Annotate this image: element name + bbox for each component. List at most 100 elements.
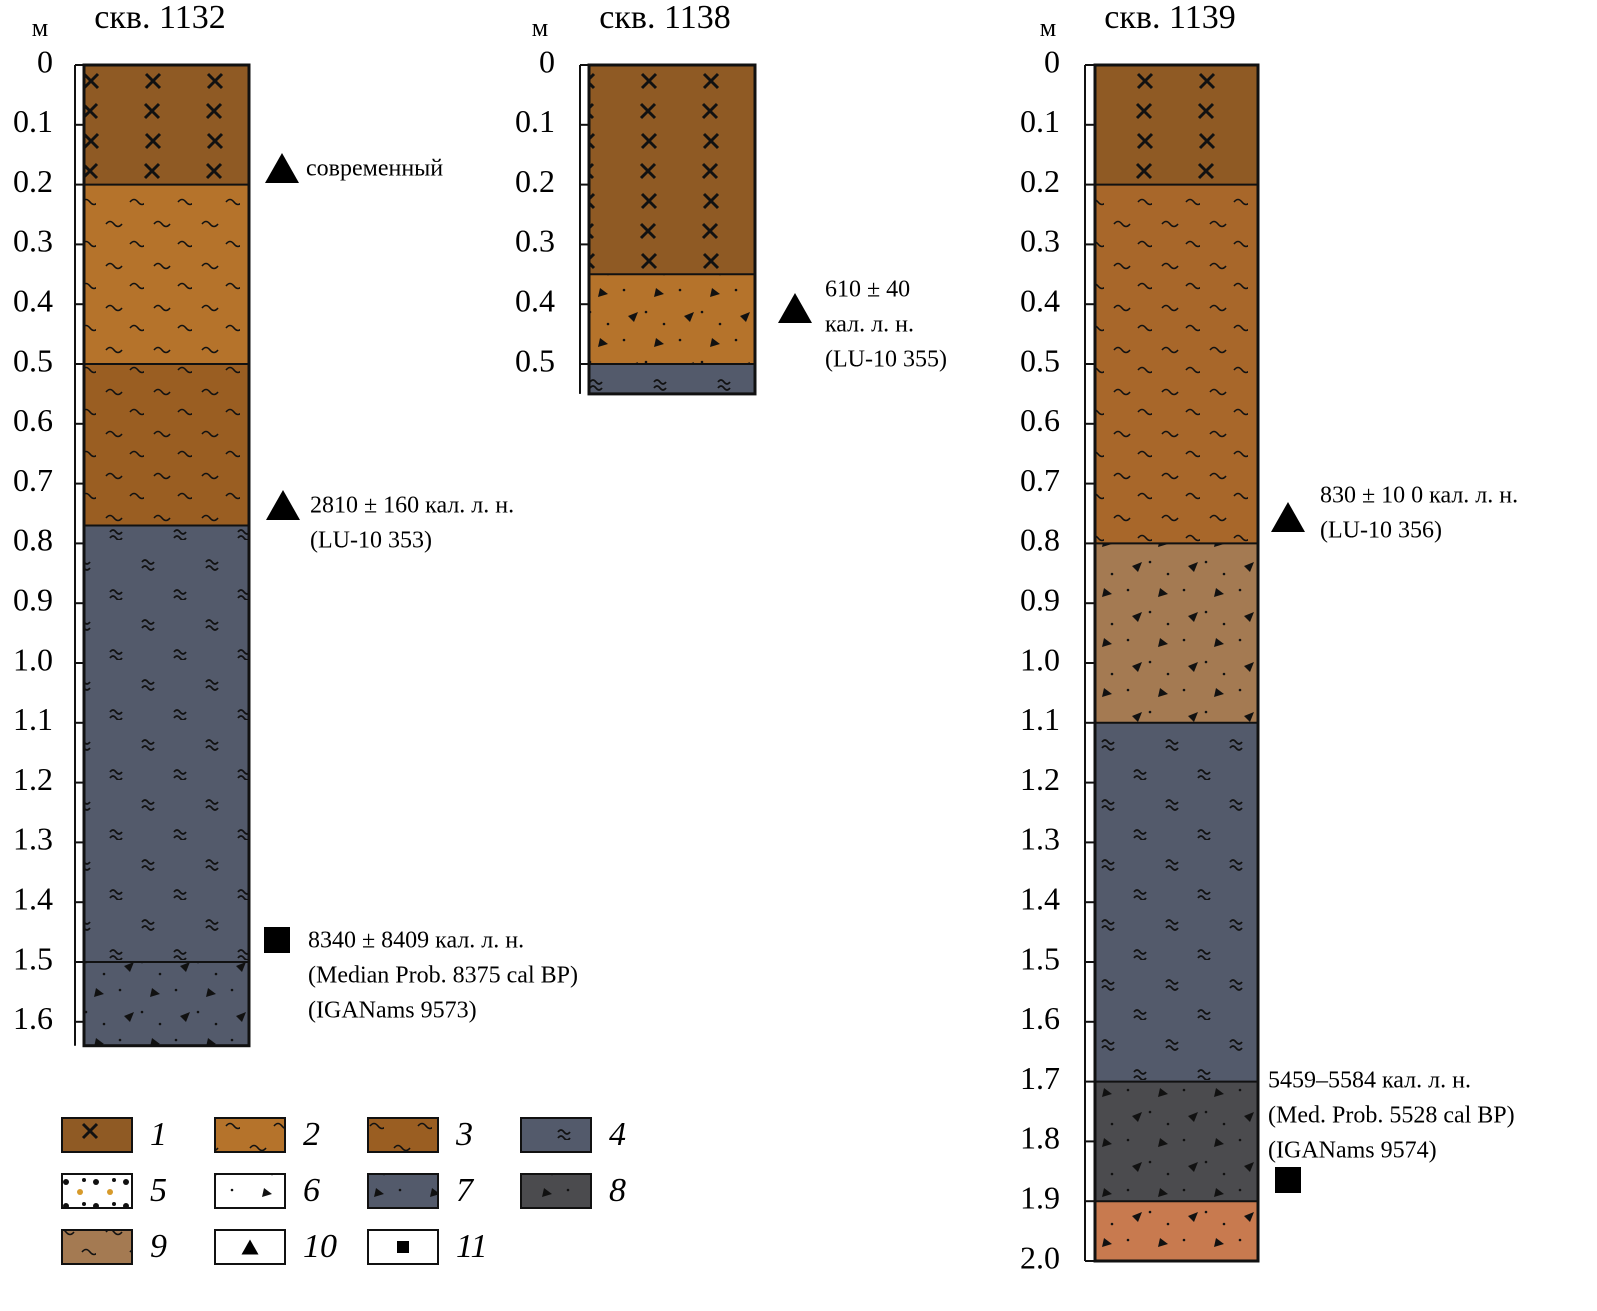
legend-label: 6 [303, 1172, 320, 1209]
legend-item: 7 [367, 1172, 475, 1209]
tick-label: 0.3 [1020, 223, 1060, 259]
legend-pattern [215, 1174, 285, 1208]
layer-pattern [1095, 1081, 1258, 1202]
legend-label: 4 [609, 1116, 626, 1153]
layer-pattern [1095, 722, 1258, 1082]
legend-label: 11 [456, 1228, 487, 1265]
tick-label: 1.7 [1020, 1060, 1060, 1096]
borehole-column: скв. 1132м00.10.20.30.40.50.60.70.80.91.… [13, 0, 578, 1048]
legend-item: 5 [61, 1172, 167, 1209]
annotation-line: (IGANams 9573) [308, 998, 477, 1024]
column-frame [587, 63, 757, 396]
layer-pattern [1095, 184, 1258, 544]
legend-label: 9 [150, 1228, 167, 1265]
tick-label: 1.0 [13, 641, 53, 677]
layer-pattern [589, 65, 755, 275]
layer-pattern [1095, 543, 1258, 723]
annotation-line: (LU-10 355) [825, 347, 947, 373]
annotation-line: 5459–5584 кал. л. н. [1268, 1068, 1471, 1094]
legend-item: 2 [214, 1116, 320, 1153]
tick-label: 1.2 [13, 761, 53, 797]
tick-label: 0 [539, 43, 555, 79]
legend-swatch [214, 1229, 286, 1265]
tick-label: 0.5 [515, 342, 555, 378]
tick-label: 0.5 [13, 342, 53, 378]
legend-label: 8 [609, 1172, 626, 1209]
annotation-line: (LU-10 353) [310, 528, 432, 554]
date-annotation: 8340 ± 8409 кал. л. н. (Median Prob. 8375… [264, 927, 578, 1024]
legend-item: 10 [214, 1228, 337, 1265]
tick-label: 0.4 [1020, 283, 1060, 319]
tick-label: 0.1 [13, 103, 53, 139]
square-marker [1275, 1167, 1301, 1193]
annotation-line: современный [306, 156, 443, 182]
triangle-marker [241, 1239, 259, 1255]
legend-pattern [368, 1174, 438, 1208]
legend-pattern [62, 1118, 132, 1152]
tick-label: 0.2 [515, 163, 555, 199]
tick-label: 1.3 [13, 821, 53, 857]
annotation-line: (Median Prob. 8375 cal BP) [308, 963, 578, 989]
tick-label: 0.5 [1020, 342, 1060, 378]
date-annotation: 5459–5584 кал. л. н. (Med. Prob. 5528 cal… [1268, 1068, 1515, 1193]
tick-label: 0.9 [13, 582, 53, 618]
borehole-column: скв. 1139 м0 0.1 0.2 0.3 0.4 0.5 0.6 0.7 0.8 0.9 1.… [1020, 0, 1518, 1275]
column-frame [82, 63, 251, 1048]
annotation-line: (IGANams 9574) [1268, 1138, 1437, 1164]
legend-item: 6 [214, 1172, 320, 1209]
tick-label: 1.9 [1020, 1180, 1060, 1216]
triangle-marker [266, 490, 300, 520]
layer-pattern [84, 184, 249, 364]
triangle-marker [1271, 502, 1305, 532]
legend-label: 3 [455, 1116, 473, 1153]
layer-pattern [84, 65, 249, 185]
annotation-line: 830 ± 10 0 кал. л. н. [1320, 483, 1518, 509]
date-annotation: 610 ± 40 кал. л. н. (LU-10 355) [778, 277, 947, 373]
layer-pattern [84, 364, 249, 526]
legend-item: 4 [520, 1116, 626, 1153]
tick-label: 0.8 [1020, 522, 1060, 558]
layer-pattern [589, 274, 755, 364]
annotation-line: (Med. Prob. 5528 cal BP) [1268, 1103, 1515, 1129]
legend-item: 11 [367, 1228, 487, 1265]
tick-label: 0.1 [1020, 103, 1060, 139]
tick-label: 0.1 [515, 103, 555, 139]
legend-pattern [521, 1174, 591, 1208]
layer-pattern [1095, 65, 1258, 185]
tick-label: 0.2 [1020, 163, 1060, 199]
tick-label: 0.9 [1020, 582, 1060, 618]
date-annotation: современный [265, 153, 443, 183]
borehole-column: скв. 1138 м0 0.1 0.2 0.3 0.4 0.5 610 ± 40 кал. л… [515, 0, 947, 396]
square-marker [397, 1241, 409, 1253]
tick-label: 1.6 [1020, 1000, 1060, 1036]
annotation-line: (LU-10 356) [1320, 518, 1442, 544]
tick-label: 0.4 [515, 283, 555, 319]
column-title: скв. 1139 [1104, 0, 1235, 36]
tick-label: 0.6 [1020, 402, 1060, 438]
tick-label: 1.4 [13, 881, 53, 917]
tick-label: 1.3 [1020, 821, 1060, 857]
square-marker [264, 927, 290, 953]
legend-pattern [62, 1174, 132, 1208]
column-frame [1093, 63, 1260, 1263]
legend-label: 10 [303, 1228, 337, 1265]
legend-item: 8 [520, 1172, 626, 1209]
tick-label: 1.1 [13, 701, 53, 737]
annotation-line: 8340 ± 8409 кал. л. н. [308, 928, 524, 954]
tick-label: 0.2 [13, 163, 53, 199]
tick-label: 2.0 [1020, 1239, 1060, 1275]
triangle-marker [778, 293, 812, 323]
legend-label: 2 [303, 1116, 320, 1153]
tick-label: 1.4 [1020, 881, 1060, 917]
date-annotation: 2810 ± 160 кал. л. н. (LU-10 353) [266, 490, 514, 554]
annotation-line: 2810 ± 160 кал. л. н. [310, 493, 514, 519]
legend-pattern [368, 1118, 438, 1152]
tick-label: 1.8 [1020, 1120, 1060, 1156]
tick-label: 1.2 [1020, 761, 1060, 797]
axis-unit: м [1040, 13, 1056, 42]
layer-pattern [1095, 1201, 1258, 1261]
layer-pattern [84, 525, 249, 962]
tick-label: 0.7 [13, 462, 53, 498]
legend-pattern [521, 1118, 591, 1152]
